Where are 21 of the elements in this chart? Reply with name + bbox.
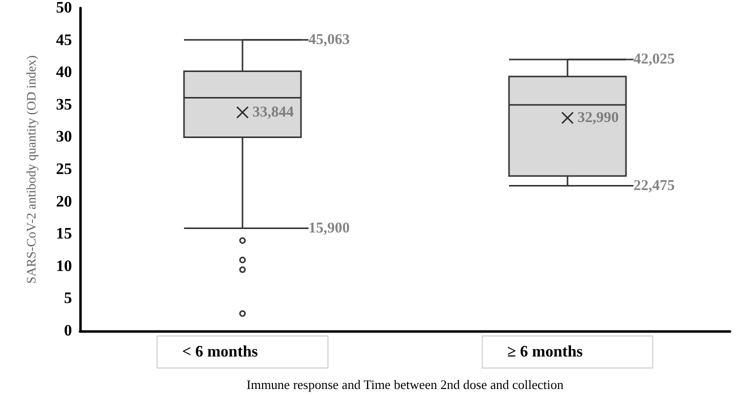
x-axis-title: Immune response and Time between 2nd dose and collection [246,377,564,392]
annotation: 42,025 [634,52,675,68]
y-tick-label: 15 [56,226,72,243]
y-tick-label: 40 [56,64,72,82]
annotation: 33,844 [252,104,294,120]
y-axis-title: SARS-CoV-2 antibody quantity (OD index) [24,55,38,284]
annotation: 32,990 [578,110,619,126]
annotation: 45,063 [308,32,350,48]
y-tick-label: 25 [56,161,72,178]
y-tick-label: 35 [56,96,72,114]
y-tick-label: 50 [56,0,72,16]
y-tick-label: 45 [56,32,72,49]
y-tick-label: 30 [56,128,72,146]
y-tick-label: 20 [56,193,72,210]
y-tick-label: 0 [64,322,72,340]
y-tick-label: 5 [64,290,72,308]
x-tick-label: ≥ 6 months [507,344,583,360]
x-tick-label: < 6 months [182,344,258,360]
y-tick-label: 10 [56,258,72,275]
annotation: 22,475 [634,178,675,194]
annotation: 15,900 [308,220,350,236]
